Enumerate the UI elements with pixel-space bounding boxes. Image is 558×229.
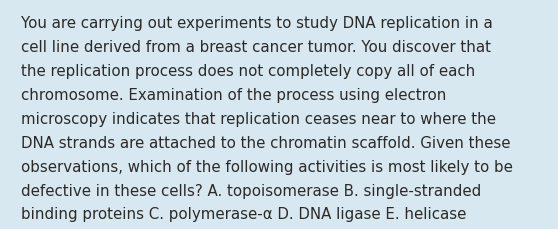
Text: defective in these cells? A. topoisomerase B. single-stranded: defective in these cells? A. topoisomera… — [21, 183, 482, 198]
Text: observations, which of the following activities is most likely to be: observations, which of the following act… — [21, 159, 513, 174]
Text: binding proteins C. polymerase-α D. DNA ligase E. helicase: binding proteins C. polymerase-α D. DNA … — [21, 207, 466, 221]
Text: microscopy indicates that replication ceases near to where the: microscopy indicates that replication ce… — [21, 111, 496, 126]
Text: the replication process does not completely copy all of each: the replication process does not complet… — [21, 64, 475, 79]
Text: chromosome. Examination of the process using electron: chromosome. Examination of the process u… — [21, 87, 446, 102]
Text: cell line derived from a breast cancer tumor. You discover that: cell line derived from a breast cancer t… — [21, 40, 491, 55]
Text: You are carrying out experiments to study DNA replication in a: You are carrying out experiments to stud… — [21, 16, 493, 31]
Text: DNA strands are attached to the chromatin scaffold. Given these: DNA strands are attached to the chromati… — [21, 135, 511, 150]
